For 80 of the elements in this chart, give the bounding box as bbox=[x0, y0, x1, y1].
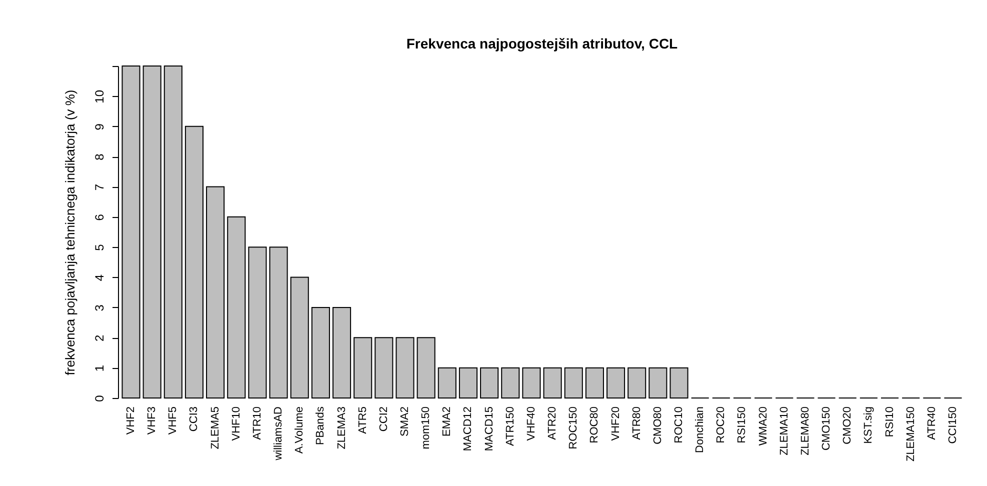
bar bbox=[122, 66, 140, 398]
x-tick-label: ROC80 bbox=[588, 406, 601, 444]
x-tick-label: VHF10 bbox=[230, 406, 242, 441]
bar bbox=[248, 246, 267, 398]
y-tick-label: 3 bbox=[92, 304, 106, 312]
y-tick-label: 8 bbox=[92, 153, 106, 160]
x-tick-label: CMO20 bbox=[842, 406, 854, 444]
y-tick-label: 7 bbox=[92, 184, 106, 191]
x-tick-label: ATR150 bbox=[504, 406, 516, 446]
bar bbox=[290, 276, 309, 398]
bar bbox=[501, 367, 520, 398]
x-tick-label: ROC20 bbox=[715, 406, 728, 444]
y-axis-title: frekvenca pojavljanja tehnicnega indikatorja (v %) bbox=[62, 90, 78, 376]
x-tick-label: KST.sig bbox=[862, 406, 875, 444]
y-tick-label: 2 bbox=[92, 334, 106, 342]
x-tick-label: RSI10 bbox=[884, 406, 896, 438]
bar bbox=[184, 126, 204, 398]
x-tick-label: SMA2 bbox=[399, 406, 411, 436]
bar bbox=[543, 367, 562, 398]
bar bbox=[416, 337, 436, 398]
x-tick-label: ZLEMA3 bbox=[336, 406, 348, 450]
y-tick-label: 6 bbox=[92, 214, 106, 221]
x-tick-label: ATR10 bbox=[251, 406, 264, 440]
x-tick-label: ZLEMA10 bbox=[778, 406, 790, 456]
bar bbox=[227, 216, 246, 398]
bar bbox=[670, 367, 688, 398]
x-tick-label: RSI150 bbox=[736, 406, 748, 444]
x-tick-label: ATR20 bbox=[546, 406, 559, 440]
bar bbox=[564, 367, 583, 398]
x-tick-label: ROC10 bbox=[673, 406, 685, 444]
x-tick-label: ROC150 bbox=[568, 406, 580, 450]
x-tick-label: ZLEMA80 bbox=[799, 406, 812, 456]
chart-title: Frekvenca najpogostejših atributov, CCL bbox=[406, 36, 678, 52]
x-tick-label: ATR40 bbox=[926, 406, 938, 440]
x-tick-label: ATR5 bbox=[356, 406, 369, 434]
x-tick-label: MACD15 bbox=[483, 406, 496, 452]
x-tick-label: CCI2 bbox=[378, 406, 390, 432]
x-tick-label: VHF5 bbox=[167, 406, 180, 435]
bar bbox=[332, 306, 352, 398]
y-tick-label: 0 bbox=[92, 394, 106, 402]
bar bbox=[480, 367, 499, 398]
bar bbox=[311, 306, 330, 398]
x-tick-label: CMO80 bbox=[652, 406, 664, 444]
x-tick-label: williamsAD bbox=[272, 406, 285, 462]
x-tick-label: MACD12 bbox=[462, 406, 474, 452]
x-tick-label: CMO150 bbox=[820, 406, 833, 451]
bar bbox=[396, 337, 414, 398]
x-tick-label: VHF20 bbox=[610, 406, 622, 441]
x-tick-label: CCI3 bbox=[188, 406, 200, 432]
y-tick-label: 10 bbox=[92, 90, 106, 104]
y-tick-label: 1 bbox=[92, 364, 106, 372]
x-tick-label: Donchian bbox=[694, 406, 706, 453]
x-tick-label: mom150 bbox=[420, 406, 432, 450]
bar bbox=[522, 367, 541, 398]
y-tick-label: 9 bbox=[92, 123, 106, 130]
bar bbox=[458, 367, 478, 398]
bar bbox=[164, 66, 182, 398]
bar bbox=[142, 66, 162, 398]
bar bbox=[206, 186, 225, 398]
bar bbox=[585, 367, 604, 398]
x-tick-label: VHF2 bbox=[124, 406, 137, 435]
x-tick-label: A.Volume bbox=[294, 406, 306, 454]
x-tick-label: WMA20 bbox=[757, 406, 770, 446]
bar bbox=[269, 246, 288, 398]
x-tick-label: EMA2 bbox=[441, 406, 454, 436]
bar bbox=[438, 367, 456, 398]
x-tick-label: ZLEMA150 bbox=[904, 406, 917, 462]
x-tick-label: PBands bbox=[314, 406, 327, 446]
bar bbox=[354, 337, 372, 398]
bar bbox=[648, 367, 668, 398]
bar bbox=[606, 367, 626, 398]
bar bbox=[374, 337, 394, 398]
x-tick-label: VHF40 bbox=[525, 406, 538, 441]
x-tick-label: ATR80 bbox=[630, 406, 643, 440]
x-tick-label: CCI150 bbox=[947, 406, 960, 444]
bar bbox=[628, 367, 646, 398]
y-tick-label: 5 bbox=[92, 244, 106, 251]
x-tick-label: VHF3 bbox=[146, 406, 158, 435]
x-tick-label: ZLEMA5 bbox=[209, 406, 222, 450]
y-tick-label: 4 bbox=[92, 274, 106, 282]
